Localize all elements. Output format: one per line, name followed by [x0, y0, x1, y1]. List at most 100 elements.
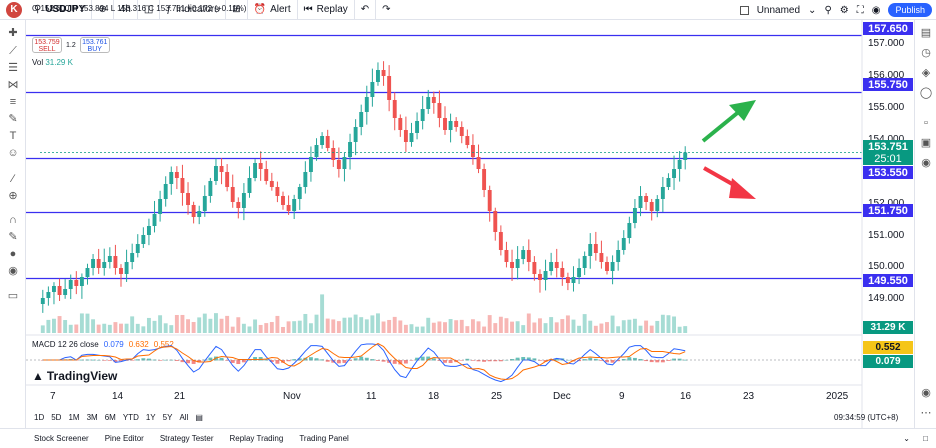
range-1d[interactable]: 1D: [34, 413, 45, 422]
macd-histogram-bar: [655, 360, 660, 363]
stay-drawing-icon[interactable]: ✎: [8, 231, 18, 243]
crosshair-icon[interactable]: ✚: [8, 27, 18, 39]
tab-stock-screener[interactable]: Stock Screener: [34, 434, 89, 443]
notifications-icon[interactable]: ◉: [921, 387, 931, 399]
volume-bar: [308, 323, 313, 333]
clock[interactable]: 09:34:59 (UTC+8): [834, 413, 899, 422]
help-icon[interactable]: ◉: [921, 157, 931, 169]
price-tick: 157.000: [868, 38, 905, 49]
volume-bar: [493, 323, 498, 333]
redo-button[interactable]: ↷: [376, 0, 396, 20]
templates-button[interactable]: ⊞: [226, 0, 248, 20]
avatar[interactable]: K: [6, 1, 22, 18]
gear-icon[interactable]: ⚙: [839, 4, 849, 16]
candle: [113, 256, 118, 268]
level-badge[interactable]: 155.750: [863, 78, 913, 91]
range-3m[interactable]: 3M: [86, 413, 98, 422]
time-tick: 25: [491, 391, 503, 402]
macd-histogram-bar: [146, 358, 151, 361]
buy-button[interactable]: 153.761 BUY: [79, 37, 110, 53]
settings-dots-icon[interactable]: ⋯: [920, 407, 932, 419]
magnet-icon[interactable]: ∩: [9, 214, 17, 226]
trend-line-icon[interactable]: ⟋: [9, 45, 17, 57]
publish-button[interactable]: Publish: [888, 3, 932, 17]
brush-icon[interactable]: ✎: [8, 113, 18, 125]
volume-bar: [616, 326, 621, 333]
trash-icon[interactable]: ▭: [7, 290, 19, 302]
macd-histogram-bar: [353, 358, 358, 361]
calendar-range-icon[interactable]: ▤: [195, 413, 203, 422]
volume-bar: [79, 313, 84, 333]
volume-bar: [370, 315, 375, 333]
candle: [292, 199, 297, 211]
layers-icon[interactable]: ◈: [921, 67, 931, 79]
range-6m[interactable]: 6M: [104, 413, 116, 422]
range-all[interactable]: All: [179, 413, 189, 422]
layout-checkbox[interactable]: [739, 5, 749, 15]
candle: [577, 268, 582, 277]
chart-type-button[interactable]: ◫: [138, 0, 161, 20]
macd-histogram-bar: [515, 357, 520, 361]
fib-icon[interactable]: ≡: [9, 96, 17, 108]
level-badge[interactable]: 149.550: [863, 274, 913, 287]
collapse-panel-icon[interactable]: ⌄: [903, 434, 910, 443]
camera-icon[interactable]: ◉: [871, 4, 881, 16]
chevron-down-icon[interactable]: ⌄: [808, 4, 817, 16]
replay-button[interactable]: ⏮ Replay: [298, 0, 355, 20]
level-badge[interactable]: 151.750: [863, 204, 913, 217]
symbol-search[interactable]: ⚲ USDJPY: [28, 0, 93, 20]
range-5y[interactable]: 5Y: [162, 413, 173, 422]
redo-icon: ↷: [382, 4, 391, 15]
lock-icon[interactable]: ●: [9, 248, 17, 260]
volume-bar: [387, 319, 392, 333]
quick-search-icon[interactable]: ⚲: [824, 4, 832, 16]
volume-bar: [482, 326, 487, 333]
macd-histogram-bar: [253, 357, 258, 361]
volume-bar: [225, 315, 230, 333]
range-1y[interactable]: 1Y: [145, 413, 156, 422]
legend-values: O 153.600 H 153.894 L 153.316 C 153.751 …: [32, 4, 247, 13]
timeframe-button[interactable]: 4h: [114, 0, 138, 20]
alert-button[interactable]: ⏰ Alert: [248, 0, 298, 20]
grid-icon: ⊞: [232, 4, 241, 15]
level-badge[interactable]: 153.550: [863, 166, 913, 179]
macd-histogram-bar: [459, 360, 464, 361]
candle: [40, 298, 45, 304]
volume-bar: [46, 319, 51, 333]
tab-pine-editor[interactable]: Pine Editor: [104, 434, 144, 443]
horizontal-lines-icon[interactable]: ☰: [8, 62, 18, 74]
candle: [57, 286, 62, 295]
candle: [63, 289, 68, 295]
text-icon[interactable]: T: [9, 130, 17, 142]
chat-icon[interactable]: ▫: [924, 117, 928, 129]
ruler-icon[interactable]: ∕: [12, 173, 14, 185]
emoji-icon[interactable]: ☺: [7, 147, 19, 159]
volume-bar: [202, 313, 207, 333]
macd-histogram-bar: [135, 359, 140, 361]
indicators-button[interactable]: ƒ Indicators: [160, 0, 227, 20]
layout-name[interactable]: Unnamed: [756, 4, 801, 16]
volume-bar: [40, 325, 45, 333]
range-1m[interactable]: 1M: [68, 413, 80, 422]
ideas-icon[interactable]: ◯: [919, 87, 933, 99]
range-5d[interactable]: 5D: [51, 413, 62, 422]
pitchfork-icon[interactable]: ⋈: [7, 79, 19, 91]
calendar-icon[interactable]: ▣: [920, 137, 932, 149]
sell-button[interactable]: 153.759 SELL: [32, 37, 62, 53]
eye-icon[interactable]: ◉: [8, 265, 18, 277]
tab-replay-trading[interactable]: Replay Trading: [229, 434, 284, 443]
fullscreen-icon[interactable]: ⛶: [856, 4, 864, 16]
add-symbol-button[interactable]: ⊕: [92, 0, 114, 20]
tab-trading-panel[interactable]: Trading Panel: [299, 434, 349, 443]
tab-strategy-tester[interactable]: Strategy Tester: [159, 434, 214, 443]
candle: [91, 259, 96, 268]
watchlist-icon[interactable]: ▤: [920, 27, 932, 39]
zoom-in-icon[interactable]: ⊕: [8, 190, 18, 202]
maximize-panel-icon[interactable]: □: [923, 434, 928, 443]
level-badge[interactable]: 157.650: [863, 22, 913, 35]
candle: [565, 277, 570, 283]
range-ytd[interactable]: YTD: [122, 413, 139, 422]
alerts-clock-icon[interactable]: ◷: [921, 47, 931, 59]
undo-button[interactable]: ↶: [355, 0, 377, 20]
